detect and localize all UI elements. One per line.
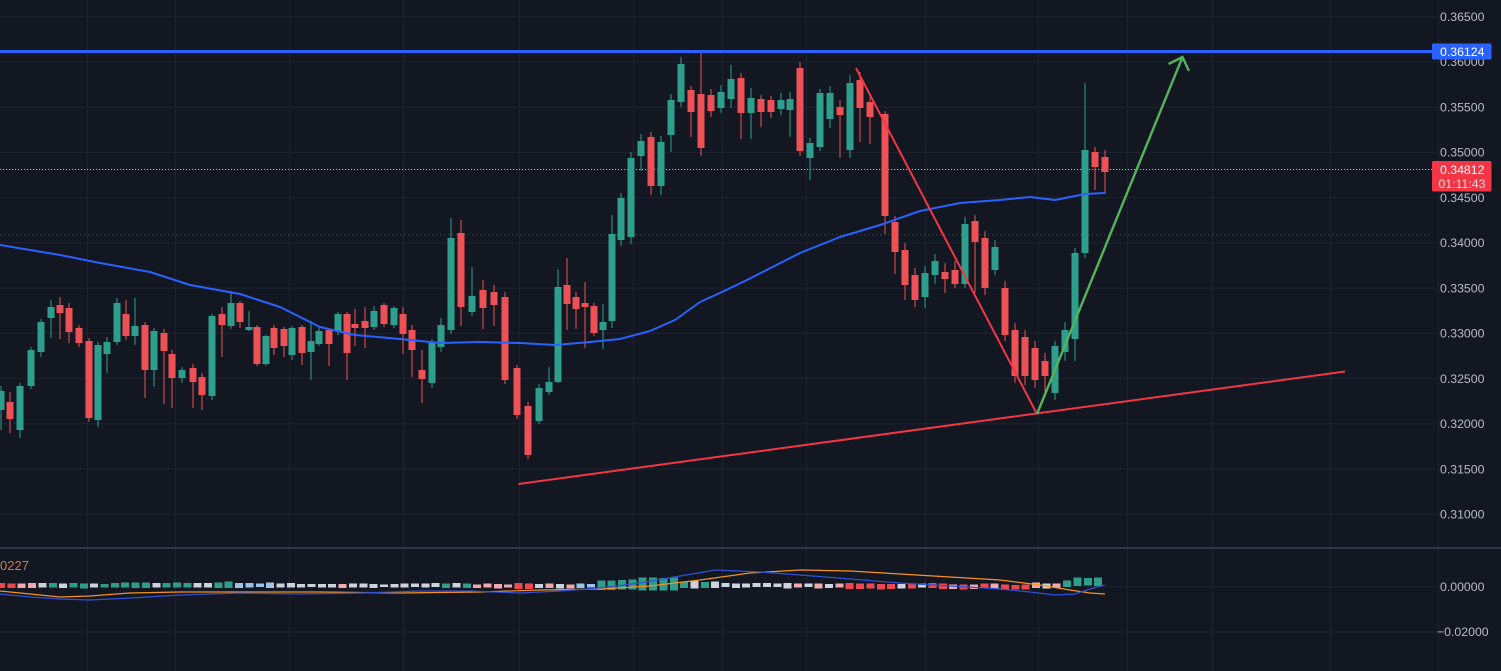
svg-text:−0.02000: −0.02000 — [1437, 625, 1489, 639]
svg-text:0.33000: 0.33000 — [1440, 327, 1485, 341]
svg-text:0.32500: 0.32500 — [1440, 372, 1485, 386]
svg-text:0.36124: 0.36124 — [1440, 45, 1485, 59]
svg-text:0.35500: 0.35500 — [1440, 101, 1485, 115]
svg-text:0.35000: 0.35000 — [1440, 146, 1485, 160]
svg-text:01:11:43: 01:11:43 — [1439, 177, 1486, 191]
svg-text:0227: 0227 — [0, 558, 29, 573]
svg-text:0.31000: 0.31000 — [1440, 508, 1485, 522]
svg-text:0.34812: 0.34812 — [1440, 163, 1485, 177]
svg-text:0.33500: 0.33500 — [1440, 281, 1485, 295]
svg-text:0.32000: 0.32000 — [1440, 417, 1485, 431]
svg-text:0.00000: 0.00000 — [1440, 580, 1485, 594]
svg-text:0.34000: 0.34000 — [1440, 236, 1485, 250]
svg-text:0.36500: 0.36500 — [1440, 10, 1485, 24]
svg-text:0.31500: 0.31500 — [1440, 462, 1485, 476]
svg-text:0.34500: 0.34500 — [1440, 191, 1485, 205]
